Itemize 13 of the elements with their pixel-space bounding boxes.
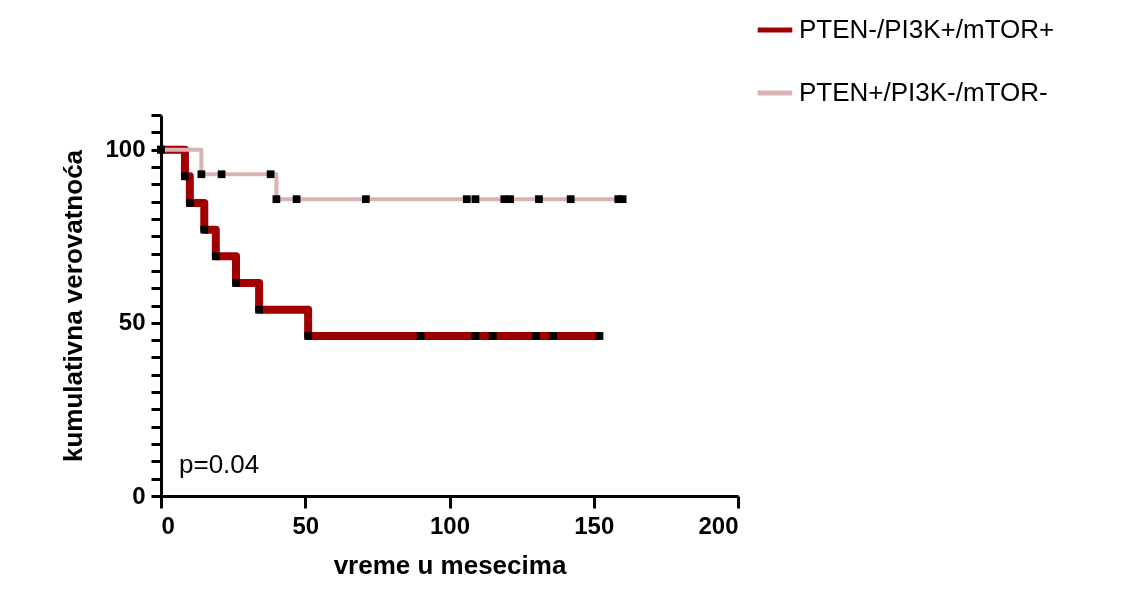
- x-tick-label: 200: [698, 511, 739, 539]
- x-tick-label: 50: [292, 511, 320, 539]
- y-tick-label: 50: [118, 308, 146, 336]
- x-tick-label: 150: [574, 511, 615, 539]
- y-tick-label: 100: [105, 135, 146, 163]
- y-tick-label: 0: [132, 481, 146, 509]
- y-axis-title: kumulativna verovatnoća: [58, 149, 89, 463]
- x-tick-label: 0: [161, 511, 175, 539]
- legend-label: PTEN+/PI3K-/mTOR-: [799, 77, 1048, 107]
- x-axis-title: vreme u mesecima: [333, 549, 567, 580]
- x-tick-label: 100: [429, 511, 471, 539]
- legend-label: PTEN-/PI3K+/mTOR+: [799, 14, 1055, 44]
- annotation: p=0.04: [179, 449, 260, 479]
